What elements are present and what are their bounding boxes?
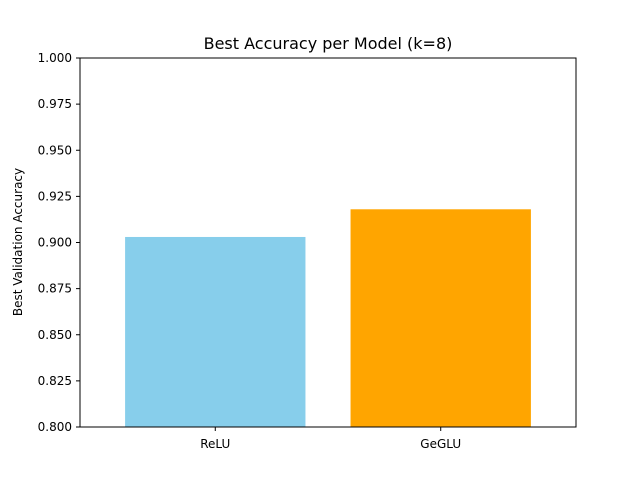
y-tick-label: 0.900: [38, 236, 72, 250]
bars-group: [125, 209, 531, 427]
y-tick-label: 0.800: [38, 420, 72, 434]
y-axis-ticks: 0.800 0.825 0.850 0.875 0.900 0.925 0.950 0.975…: [38, 51, 80, 434]
plot-frame: [79, 57, 577, 428]
bar-geglu: [350, 209, 531, 427]
y-tick-label: 0.950: [38, 143, 72, 157]
y-tick-label: 1.000: [38, 51, 72, 65]
y-axis-label: Best Validation Accuracy: [11, 168, 25, 316]
y-tick-label: 0.975: [38, 97, 72, 111]
y-tick-label: 0.875: [38, 282, 72, 296]
x-axis-ticks: ReLU GeGLU: [200, 427, 461, 451]
x-tick-label: ReLU: [200, 437, 230, 451]
bar-relu: [125, 236, 306, 427]
y-tick-label: 0.850: [38, 328, 72, 342]
chart-title: Best Accuracy per Model (k=8): [204, 34, 453, 53]
y-tick-label: 0.925: [38, 189, 72, 203]
x-tick-label: GeGLU: [420, 437, 461, 451]
y-tick-label: 0.825: [38, 374, 72, 388]
